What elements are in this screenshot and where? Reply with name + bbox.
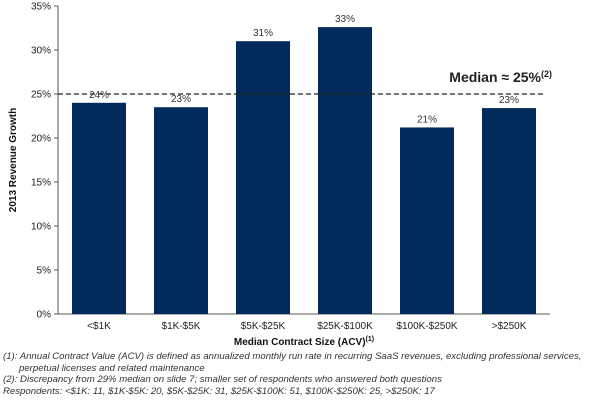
x-tick-label: <$1K xyxy=(87,321,111,332)
x-axis-ticks: <$1K $1K-$5K $5K-$25K $25K-$100K $100K-$250K… xyxy=(87,321,527,332)
y-tick-label: 15% xyxy=(31,178,51,189)
bar xyxy=(154,107,208,314)
median-label: Median ≈ 25%(2) xyxy=(449,69,552,85)
data-label: 33% xyxy=(335,14,355,25)
y-tick-label: 35% xyxy=(31,2,51,13)
x-tick-label: $5K-$25K xyxy=(241,321,286,332)
bar xyxy=(72,102,126,314)
y-tick-label: 20% xyxy=(31,134,51,145)
footnote-2: (2): Discrepancy from 29% median on slid… xyxy=(3,374,442,385)
x-tick-label: >$250K xyxy=(492,321,527,332)
x-tick-label: $25K-$100K xyxy=(317,321,373,332)
y-axis-title: 2013 Revenue Growth xyxy=(8,108,19,212)
footnote-1-line-2: perpetual licenses and related maintenan… xyxy=(19,362,205,374)
y-axis-ticks: 0% 5% 10% 15% 20% 25% 30% 35% xyxy=(31,2,58,321)
bar xyxy=(482,108,536,314)
data-label: 23% xyxy=(171,94,191,105)
bar xyxy=(318,27,372,315)
footnotes: (1): Annual Contract Value (ACV) is defi… xyxy=(3,351,609,397)
data-label: 23% xyxy=(499,95,519,106)
data-label: 21% xyxy=(417,114,437,125)
y-tick-label: 10% xyxy=(31,222,51,233)
bar xyxy=(400,127,454,314)
footnote-1-line-1: (1): Annual Contract Value (ACV) is defi… xyxy=(3,351,582,362)
y-tick-label: 5% xyxy=(37,266,52,277)
bar xyxy=(236,41,290,314)
x-tick-label: $100K-$250K xyxy=(396,321,457,332)
y-tick-label: 30% xyxy=(31,46,51,57)
data-label: 24% xyxy=(89,90,109,101)
y-tick-label: 0% xyxy=(37,310,52,321)
x-axis-title: Median Contract Size (ACV)(1) xyxy=(234,336,374,348)
y-tick-label: 25% xyxy=(31,90,51,101)
respondents-note: Respondents: <$1K: 11, $1K-$5K: 20, $5K-… xyxy=(3,385,435,397)
data-label: 31% xyxy=(253,28,273,39)
bar-chart: 0% 5% 10% 15% 20% 25% 30% 35% 24% 23% 31% 33% 21% 23… xyxy=(8,2,552,349)
bars: 24% 23% 31% 33% 21% 23% xyxy=(72,14,536,315)
x-tick-label: $1K-$5K xyxy=(162,321,201,332)
